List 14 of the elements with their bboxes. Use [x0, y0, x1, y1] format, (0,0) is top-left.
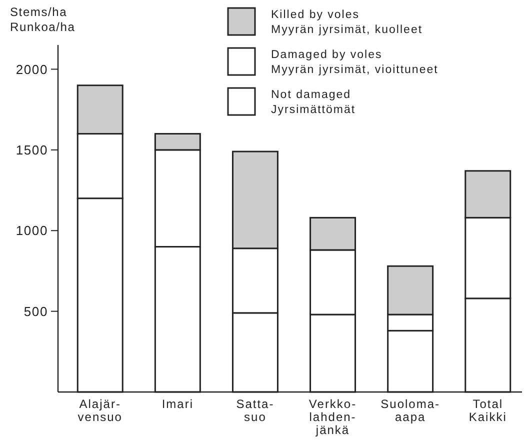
x-tick-label: Imari	[162, 397, 194, 411]
x-tick-label: Suoloma- aapa	[380, 397, 440, 424]
y-tick-label: 500	[24, 304, 48, 319]
y-tick-label: 1000	[16, 223, 48, 238]
x-tick-label: Alajär- vensuo	[78, 397, 122, 424]
y-axis-title: Stems/ha Runkoa/ha	[10, 5, 76, 34]
x-tick-label: Total Kaikki	[468, 397, 507, 424]
x-tick-label: Verkko- lahden- jänkä	[308, 397, 357, 437]
legend-label: Damaged by voles Myyrän jyrsimät, vioittuneet	[271, 49, 438, 76]
y-tick-label: 2000	[16, 62, 48, 77]
y-tick-label: 1500	[16, 142, 48, 158]
x-tick-label: Satta- suo	[236, 397, 274, 424]
legend-label: Killed by voles Myyrän jyrsimät, kuolleet	[271, 9, 423, 36]
legend-label: Not damaged Jyrsimättömät	[271, 89, 356, 116]
